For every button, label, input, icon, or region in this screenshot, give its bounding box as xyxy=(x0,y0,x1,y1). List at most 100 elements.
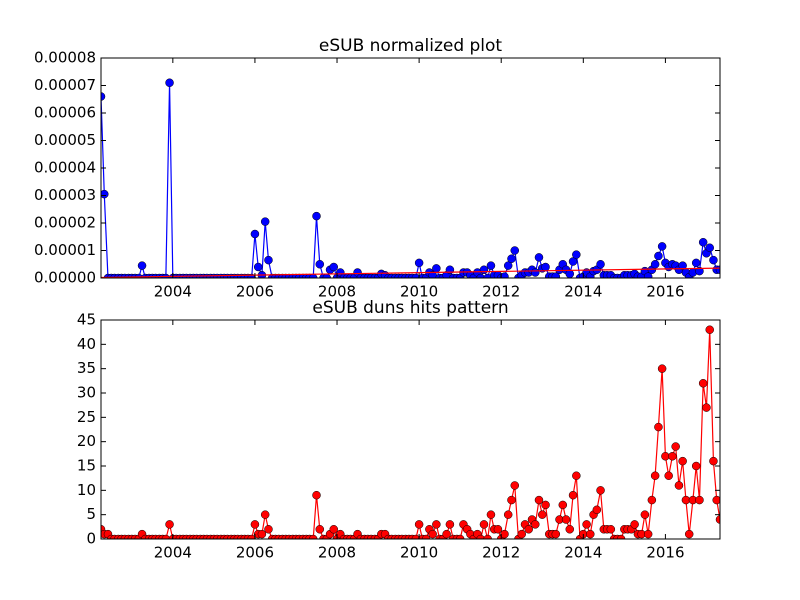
marker xyxy=(421,534,431,539)
x-tick-label: 2010 xyxy=(400,283,438,301)
marker xyxy=(678,261,687,270)
marker xyxy=(643,272,653,278)
marker xyxy=(671,442,680,451)
marker xyxy=(668,452,677,461)
marker xyxy=(558,500,568,510)
marker xyxy=(538,510,547,519)
marker xyxy=(630,520,639,529)
marker xyxy=(312,211,321,221)
y-tick-label: 0.00005 xyxy=(34,131,96,149)
marker xyxy=(715,515,720,524)
marker xyxy=(572,250,581,259)
marker xyxy=(479,520,489,529)
x-tick-label: 2008 xyxy=(318,283,356,301)
marker xyxy=(657,364,667,373)
marker xyxy=(411,273,421,278)
marker xyxy=(565,525,575,534)
marker xyxy=(647,495,657,505)
marker xyxy=(264,525,273,534)
marker xyxy=(654,251,663,261)
marker xyxy=(137,261,147,270)
y-tick-label: 0.00007 xyxy=(34,76,96,94)
marker xyxy=(596,260,605,269)
marker xyxy=(476,534,485,539)
axes-frame xyxy=(100,319,721,540)
marker xyxy=(479,265,489,274)
marker xyxy=(486,510,496,519)
axes-frame xyxy=(100,57,721,279)
marker xyxy=(531,268,540,277)
marker xyxy=(568,490,578,500)
marker xyxy=(691,461,701,471)
marker xyxy=(486,261,496,270)
marker xyxy=(510,481,520,490)
chart-title: eSUB normalized plot xyxy=(319,36,503,56)
axes: eSUB duns hits pattern 0 5 10 15 20 25 30 35 40 45… xyxy=(77,298,721,562)
marker xyxy=(698,379,708,388)
marker xyxy=(678,456,687,466)
marker xyxy=(541,500,550,510)
marker xyxy=(561,515,571,524)
marker xyxy=(507,254,516,263)
x-tick-label: 2004 xyxy=(154,544,192,562)
marker xyxy=(596,486,605,495)
marker xyxy=(664,471,673,480)
x-tick-label: 2016 xyxy=(646,544,684,562)
marker xyxy=(411,534,421,539)
marker xyxy=(414,520,424,529)
marker xyxy=(640,510,650,519)
marker xyxy=(503,510,513,519)
y-tick-label: 0.00006 xyxy=(34,104,96,122)
x-tick-label: 2010 xyxy=(400,544,438,562)
marker xyxy=(432,264,441,273)
marker xyxy=(101,92,106,101)
marker xyxy=(702,403,711,412)
marker xyxy=(712,495,720,505)
marker xyxy=(705,243,714,252)
marker xyxy=(695,266,704,276)
marker xyxy=(582,520,591,529)
marker xyxy=(500,272,509,278)
marker xyxy=(253,262,263,272)
marker xyxy=(260,217,270,226)
y-tick-label: 35 xyxy=(77,359,96,377)
marker xyxy=(650,471,660,480)
chart-title: eSUB duns hits pattern xyxy=(312,298,508,318)
x-tick-label: 2016 xyxy=(646,283,684,301)
x-tick-label: 2012 xyxy=(482,283,520,301)
marker xyxy=(650,260,660,269)
y-tick-label: 0.00002 xyxy=(34,214,96,232)
marker xyxy=(161,534,171,539)
marker xyxy=(657,242,667,251)
marker xyxy=(510,246,520,255)
marker xyxy=(432,520,441,529)
marker xyxy=(257,529,267,539)
marker xyxy=(165,78,174,87)
axes: eSUB normalized plot 0.00000 0.00001 0.0000… xyxy=(34,36,721,301)
marker xyxy=(709,456,718,466)
marker xyxy=(709,255,718,265)
marker xyxy=(414,258,424,268)
y-tick-label: 0.00004 xyxy=(34,159,96,177)
marker xyxy=(684,529,694,539)
marker xyxy=(691,258,701,268)
x-tick-label: 2006 xyxy=(236,544,274,562)
marker xyxy=(534,253,544,262)
marker xyxy=(250,229,260,239)
marker xyxy=(428,529,437,539)
marker xyxy=(568,257,578,266)
marker xyxy=(674,481,684,490)
marker xyxy=(643,529,653,539)
marker xyxy=(695,495,704,505)
marker xyxy=(572,471,581,480)
y-tick-label: 0.00000 xyxy=(34,269,96,287)
marker xyxy=(500,529,509,539)
marker xyxy=(705,325,714,334)
marker xyxy=(517,529,526,539)
marker xyxy=(551,529,561,539)
marker xyxy=(654,422,663,432)
marker xyxy=(483,534,492,539)
x-tick-label: 2008 xyxy=(318,544,356,562)
y-tick-label: 0.00001 xyxy=(34,241,96,259)
